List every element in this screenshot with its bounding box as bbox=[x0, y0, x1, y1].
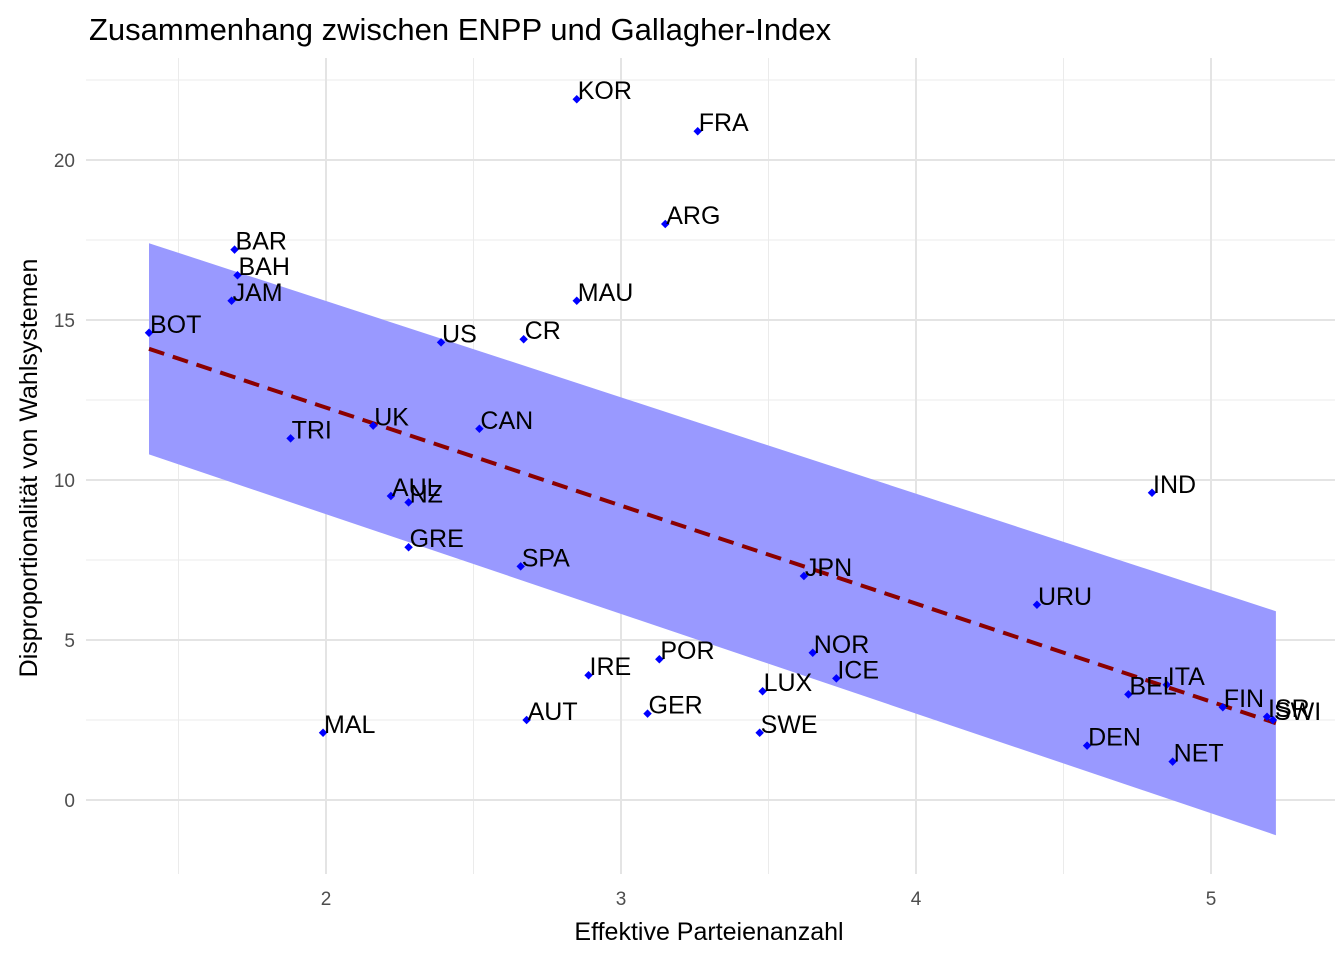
data-point-ice bbox=[832, 674, 841, 683]
point-label-isr: ISR bbox=[1268, 695, 1310, 723]
x-axis-ticks: 2 3 4 5 bbox=[321, 889, 1217, 910]
point-label-mau: MAU bbox=[578, 279, 634, 307]
data-point-uru bbox=[1032, 600, 1042, 610]
data-point-us bbox=[436, 338, 446, 347]
data-point-bot bbox=[144, 328, 154, 338]
point-label-swi: SWI bbox=[1274, 698, 1321, 726]
point-label-kor: KOR bbox=[578, 77, 632, 105]
point-label-bah: BAH bbox=[239, 253, 290, 281]
point-label-can: CAN bbox=[480, 407, 533, 435]
data-point-nor bbox=[808, 648, 817, 658]
point-label-uru: URU bbox=[1038, 583, 1092, 611]
data-point-ire bbox=[584, 670, 593, 680]
point-label-bot: BOT bbox=[150, 311, 201, 339]
data-point-lux bbox=[758, 686, 767, 696]
y-tick-label: 10 bbox=[54, 471, 75, 492]
data-point-bel bbox=[1124, 690, 1133, 699]
point-label-ita: ITA bbox=[1168, 663, 1205, 691]
point-label-por: POR bbox=[660, 637, 714, 665]
data-point-swi bbox=[1268, 715, 1278, 725]
data-point-den bbox=[1082, 741, 1092, 750]
point-label-fra: FRA bbox=[699, 109, 749, 137]
point-label-swe: SWE bbox=[761, 711, 818, 739]
data-point-can bbox=[475, 424, 484, 434]
y-tick-label: 20 bbox=[54, 151, 75, 172]
point-label-arg: ARG bbox=[666, 202, 720, 230]
data-point-bar bbox=[230, 245, 239, 254]
point-label-gre: GRE bbox=[410, 525, 464, 553]
point-label-us: US bbox=[442, 320, 477, 348]
data-point-aut bbox=[522, 715, 531, 725]
point-label-nz: NZ bbox=[410, 480, 443, 508]
data-point-aul bbox=[386, 491, 396, 501]
data-point-tri bbox=[286, 434, 295, 443]
point-label-tri: TRI bbox=[292, 416, 332, 444]
point-label-nor: NOR bbox=[814, 631, 870, 659]
point-label-aul: AUL bbox=[392, 474, 441, 502]
x-tick-label: 2 bbox=[321, 889, 332, 910]
x-tick-label: 3 bbox=[616, 889, 627, 910]
data-point-mau bbox=[572, 296, 581, 306]
data-point-fin bbox=[1218, 702, 1228, 712]
data-point-por bbox=[655, 654, 664, 664]
data-point-gre bbox=[404, 542, 413, 552]
data-point-swe bbox=[755, 728, 764, 738]
y-tick-label: 5 bbox=[64, 631, 75, 652]
y-tick-label: 0 bbox=[64, 791, 75, 812]
point-label-ger: GER bbox=[649, 692, 703, 720]
x-axis-title: Effektive Parteienanzahl bbox=[574, 918, 843, 946]
point-label-ice: ICE bbox=[837, 656, 879, 684]
point-label-jpn: JPN bbox=[805, 554, 852, 582]
point-label-bar: BAR bbox=[236, 228, 287, 256]
y-tick-label: 15 bbox=[54, 311, 75, 332]
point-label-lux: LUX bbox=[764, 669, 813, 697]
data-point-ind bbox=[1147, 488, 1157, 498]
point-label-fin: FIN bbox=[1224, 685, 1264, 713]
point-label-ire: IRE bbox=[590, 653, 632, 681]
point-label-den: DEN bbox=[1088, 724, 1141, 752]
point-label-spa: SPA bbox=[522, 544, 570, 572]
data-point-nz bbox=[404, 498, 413, 507]
x-tick-label: 5 bbox=[1206, 889, 1217, 910]
point-label-cr: CR bbox=[525, 317, 561, 345]
y-axis-title: Disproportionalität von Wahlsystemen bbox=[15, 259, 43, 678]
data-point-jpn bbox=[799, 571, 809, 581]
data-point-jam bbox=[227, 296, 236, 306]
data-points bbox=[144, 94, 1278, 766]
y-axis-ticks: 0 5 10 15 20 bbox=[54, 151, 75, 812]
point-label-net: NET bbox=[1174, 740, 1224, 768]
chart-title: Zusammenhang zwischen ENPP und Gallagher… bbox=[89, 12, 832, 47]
point-label-bel: BEL bbox=[1129, 672, 1176, 700]
data-point-bah bbox=[233, 270, 242, 280]
data-point-net bbox=[1168, 757, 1177, 766]
point-label-mal: MAL bbox=[324, 711, 376, 739]
point-label-uk: UK bbox=[374, 404, 409, 432]
x-tick-label: 4 bbox=[911, 889, 922, 910]
point-label-ind: IND bbox=[1153, 471, 1196, 499]
data-point-isr bbox=[1262, 712, 1272, 722]
point-label-aut: AUT bbox=[528, 698, 578, 726]
point-label-jam: JAM bbox=[233, 279, 283, 307]
data-point-ger bbox=[643, 709, 652, 718]
data-point-mal bbox=[318, 728, 328, 738]
confidence-band bbox=[149, 243, 1276, 836]
trend-line bbox=[148, 346, 1277, 726]
data-point-ita bbox=[1162, 680, 1171, 690]
data-point-cr bbox=[519, 334, 528, 344]
data-point-uk bbox=[368, 421, 378, 430]
data-point-spa bbox=[516, 562, 525, 571]
